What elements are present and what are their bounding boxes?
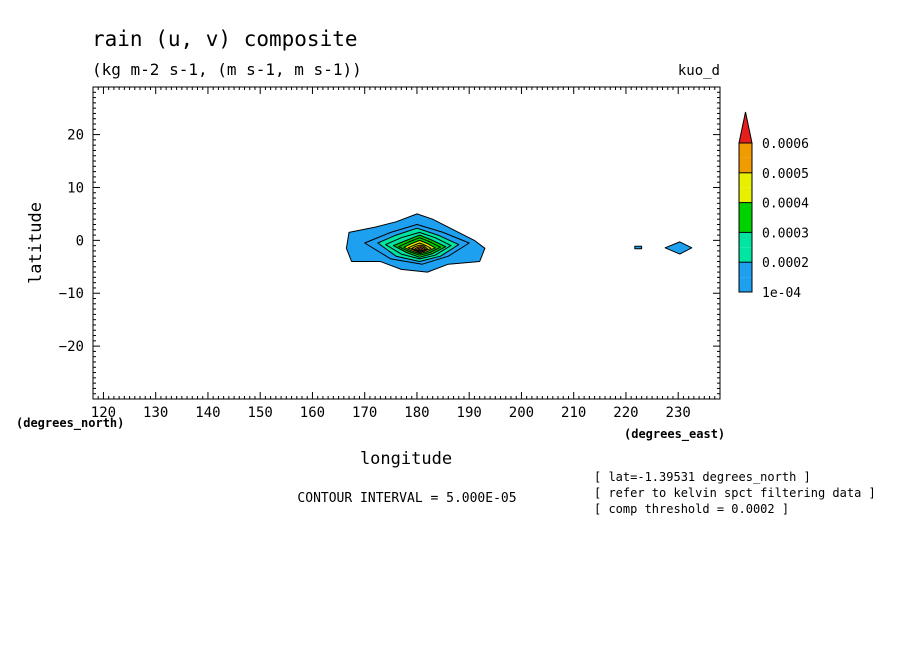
chart-subtitle: (kg m-2 s-1, (m s-1, m s-1)) — [92, 60, 362, 79]
x-tick-label: 220 — [613, 405, 638, 421]
colorbar-segment — [739, 143, 752, 158]
dataset-label: kuo_d — [678, 63, 720, 79]
colorbar-label: 1e-04 — [762, 286, 801, 301]
colorbar-label: 0.0006 — [762, 137, 809, 152]
x-tick-label: 180 — [404, 405, 429, 421]
y-tick-labels: 20 10 0 −10 −20 — [59, 128, 84, 356]
x-tick-label: 210 — [561, 405, 586, 421]
colorbar-segment — [739, 217, 752, 233]
colorbar-labels: 0.0006 0.0005 0.0004 0.0003 0.0002 1e-04 — [762, 137, 809, 301]
y-units-label: (degrees_north) — [16, 416, 124, 431]
y-tick-label: 0 — [76, 233, 84, 249]
x-units-label: (degrees_east) — [624, 427, 725, 442]
contour-features — [345, 213, 693, 273]
x-tick-label: 150 — [248, 405, 273, 421]
colorbar-segment — [739, 187, 752, 203]
colorbar-segment — [739, 247, 752, 263]
contour-contour-0.0006 — [417, 247, 424, 251]
colorbar-segment — [739, 172, 752, 188]
x-tick-label: 230 — [666, 405, 691, 421]
y-tick-label: 20 — [67, 128, 84, 144]
colorbar-label: 0.0003 — [762, 226, 809, 241]
plot-area — [92, 86, 721, 400]
note-threshold: [ comp threshold = 0.0002 ] — [594, 502, 789, 516]
y-tick-label: 10 — [67, 180, 84, 196]
chart-title: rain (u, v) composite — [92, 27, 358, 51]
colorbar-segment — [739, 202, 752, 218]
colorbar-frame — [738, 142, 753, 293]
x-tick-labels: 120 130 140 150 160 170 180 190 200 210 220 230 — [91, 405, 691, 421]
x-tick-label: 170 — [352, 405, 377, 421]
x-tick-label: 160 — [300, 405, 325, 421]
y-tick-label: −20 — [59, 339, 84, 355]
x-tick-label: 130 — [143, 405, 168, 421]
axis-ticks — [92, 86, 721, 400]
colorbar-extend-triangle — [738, 111, 753, 144]
x-tick-label: 140 — [195, 405, 220, 421]
x-tick-label: 200 — [509, 405, 534, 421]
y-axis-label: latitude — [26, 202, 46, 284]
note-filtering: [ refer to kelvin spct filtering data ] — [594, 486, 876, 500]
colorbar — [738, 111, 753, 293]
y-tick-label: −10 — [59, 286, 84, 302]
contour-interval-text: CONTOUR INTERVAL = 5.000E-05 — [297, 491, 516, 506]
note-lat: [ lat=-1.39531 degrees_north ] — [594, 470, 811, 484]
x-tick-label: 190 — [457, 405, 482, 421]
colorbar-segment — [739, 157, 752, 173]
contour-east-blob — [664, 241, 693, 255]
colorbar-segment — [739, 232, 752, 248]
colorbar-segment — [739, 262, 752, 278]
colorbar-label: 0.0004 — [762, 197, 809, 212]
x-tick-label: 120 — [91, 405, 116, 421]
colorbar-label: 0.0002 — [762, 256, 809, 271]
x-axis-label: longitude — [360, 449, 452, 469]
colorbar-label: 0.0005 — [762, 167, 809, 182]
colorbar-segment — [739, 277, 752, 292]
contour-tiny-east-feature — [634, 245, 643, 250]
